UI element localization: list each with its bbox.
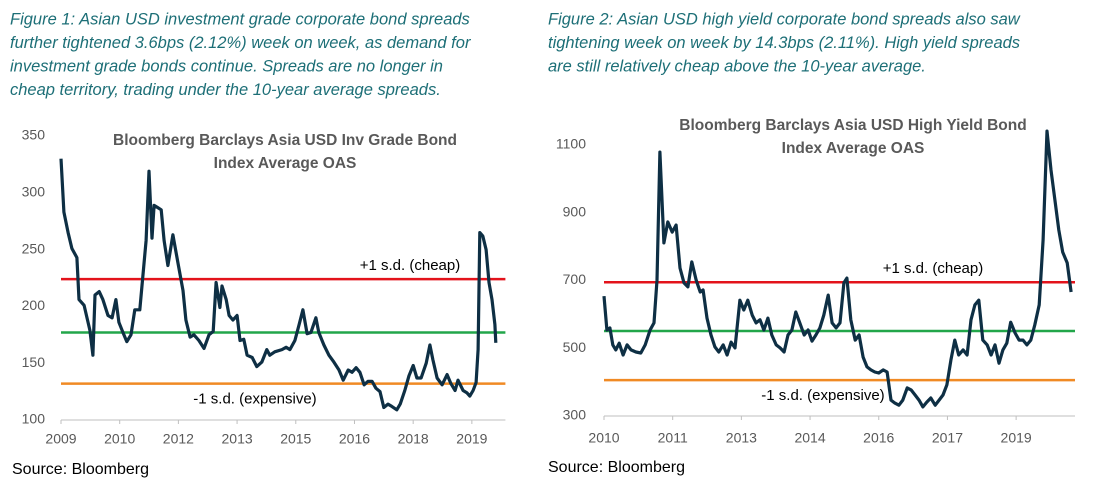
reference-label: +1 s.d. (cheap) bbox=[883, 260, 983, 277]
y-tick-label: 200 bbox=[22, 297, 46, 313]
x-tick-label: 2015 bbox=[280, 431, 311, 447]
x-tick-label: 2019 bbox=[456, 431, 487, 447]
reference-label: +1 s.d. (cheap) bbox=[360, 257, 460, 274]
x-tick-label: 2011 bbox=[658, 430, 688, 446]
x-tick-label: 2017 bbox=[932, 430, 963, 446]
y-tick-label: 300 bbox=[22, 184, 46, 200]
y-tick-label: 900 bbox=[563, 203, 587, 219]
source: Source: Bloomberg bbox=[12, 461, 149, 478]
caption-line: further tightened 3.6bps (2.12%) week on… bbox=[10, 34, 472, 52]
x-tick-label: 2013 bbox=[222, 431, 253, 447]
chart-title: Bloomberg Barclays Asia USD High Yield B… bbox=[679, 117, 1026, 134]
x-tick-label: 2010 bbox=[588, 430, 619, 446]
caption-line: cheap territory, trading under the 10-ye… bbox=[10, 81, 441, 99]
x-tick-label: 2016 bbox=[339, 431, 370, 447]
y-tick-label: 500 bbox=[563, 339, 587, 355]
reference-label: -1 s.d. (expensive) bbox=[193, 391, 316, 408]
x-tick-label: 2014 bbox=[794, 430, 825, 446]
caption-line: are still relatively cheap above the 10-… bbox=[548, 57, 926, 75]
y-tick-label: 250 bbox=[22, 240, 46, 256]
y-tick-label: 150 bbox=[22, 354, 46, 370]
y-tick-label: 100 bbox=[22, 411, 46, 427]
source: Source: Bloomberg bbox=[548, 459, 685, 476]
x-tick-label: 2016 bbox=[863, 430, 894, 446]
y-tick-label: 300 bbox=[563, 407, 587, 423]
data-line bbox=[602, 129, 1073, 409]
x-tick-label: 2009 bbox=[45, 431, 76, 447]
reference-label: -1 s.d. (expensive) bbox=[761, 387, 884, 404]
caption-line: investment grade bonds continue. Spreads… bbox=[10, 57, 443, 75]
caption-line: tightening week on week by 14.3bps (2.11… bbox=[548, 34, 1020, 52]
y-tick-label: 1100 bbox=[556, 136, 586, 152]
chart-title: Bloomberg Barclays Asia USD Inv Grade Bo… bbox=[113, 132, 457, 149]
caption-line: Figure 1: Asian USD investment grade cor… bbox=[10, 10, 470, 28]
chart-title: Index Average OAS bbox=[214, 155, 357, 172]
data-line bbox=[59, 158, 498, 412]
x-tick-label: 2018 bbox=[398, 431, 429, 447]
chart-title: Index Average OAS bbox=[782, 140, 925, 157]
x-tick-label: 2019 bbox=[1001, 430, 1032, 446]
y-tick-label: 700 bbox=[563, 271, 587, 287]
x-tick-label: 2012 bbox=[163, 431, 194, 447]
caption-line: Figure 2: Asian USD high yield corporate… bbox=[548, 10, 1021, 28]
y-tick-label: 350 bbox=[22, 127, 46, 143]
x-tick-label: 2013 bbox=[726, 430, 757, 446]
x-tick-label: 2010 bbox=[104, 431, 135, 447]
